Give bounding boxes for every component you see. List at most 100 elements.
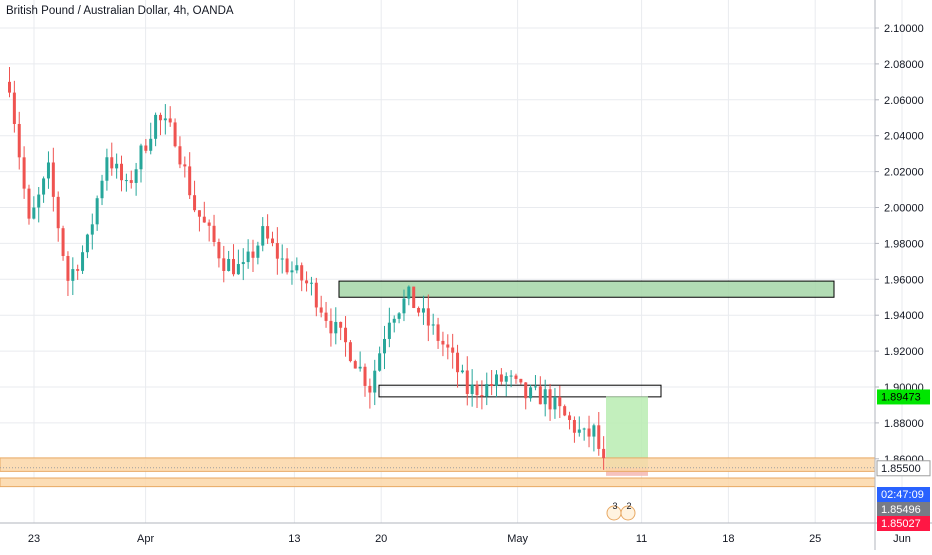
candle-body	[232, 258, 236, 275]
candle-body	[90, 224, 94, 235]
candle-body	[17, 123, 21, 158]
candle-body	[105, 157, 109, 181]
candle-body	[543, 389, 547, 405]
candle-body	[42, 178, 46, 195]
candle-body	[168, 118, 172, 123]
candle-body	[533, 386, 537, 388]
zone-target[interactable]	[606, 396, 648, 468]
candle-body	[436, 324, 440, 341]
candle-body	[183, 164, 187, 167]
candle-body	[329, 320, 333, 334]
candle-body	[129, 180, 133, 183]
candle-body	[431, 324, 435, 326]
x-tick-label: 20	[375, 533, 387, 545]
candle-body	[339, 321, 343, 328]
candle-body	[95, 198, 99, 225]
candle-body	[56, 196, 60, 229]
candle-body	[81, 252, 85, 271]
candle-body	[124, 180, 128, 182]
candle-body	[158, 114, 162, 121]
candle-body	[12, 92, 16, 124]
candle-body	[149, 138, 153, 151]
candle-body	[553, 396, 557, 410]
zone-mid-level[interactable]	[378, 384, 662, 398]
candle-body	[568, 415, 572, 421]
y-tick-label: 2.04000	[884, 131, 924, 143]
candle-body	[66, 255, 70, 281]
candle-body	[270, 238, 274, 244]
x-tick-label: 25	[809, 533, 821, 545]
candle-body	[46, 162, 50, 179]
candle-body	[212, 225, 216, 242]
candle-body	[334, 321, 338, 334]
candle-body	[373, 370, 377, 393]
zone-support-band-upper[interactable]	[0, 457, 876, 472]
candle-body	[344, 327, 348, 343]
candle-body	[300, 265, 304, 281]
candle-body	[378, 353, 382, 371]
x-tick-label: 13	[288, 533, 300, 545]
x-tick-label: Apr	[137, 533, 154, 545]
candle-body	[197, 210, 201, 217]
candle-body	[144, 145, 148, 151]
candle-body	[100, 180, 104, 199]
zone-support-band-lower[interactable]	[0, 477, 876, 488]
candle-body	[480, 395, 484, 397]
x-tick-label: 18	[722, 533, 734, 545]
y-tick-label: 1.94000	[884, 310, 924, 322]
candle-body	[256, 245, 260, 258]
candle-body	[202, 216, 206, 223]
candle-body	[71, 269, 75, 281]
candle-body	[577, 429, 581, 433]
low-price-label: 1.85027	[881, 518, 921, 530]
event-badge-right-circle[interactable]	[620, 505, 636, 521]
candle-body	[451, 347, 455, 353]
candle-body	[178, 146, 182, 165]
candle-body	[363, 366, 367, 386]
candle-body	[426, 308, 430, 326]
candle-body	[470, 384, 474, 394]
candle-body	[246, 251, 250, 263]
candle-body	[295, 265, 299, 271]
candle-body	[280, 258, 284, 260]
candle-body	[163, 118, 167, 121]
candle-body	[602, 448, 606, 459]
candle-body	[421, 308, 425, 313]
candle-body	[519, 378, 523, 383]
candle-body	[115, 163, 119, 169]
candle-body	[37, 194, 41, 208]
candle-body	[236, 264, 240, 275]
event-badge-left: 3	[612, 501, 617, 511]
candle-body	[499, 374, 503, 382]
candle-body	[382, 338, 386, 354]
candle-body	[285, 258, 289, 273]
current-price-label-bg	[877, 389, 930, 405]
candle-body	[120, 163, 124, 181]
candle-body	[154, 114, 158, 139]
candle-body	[417, 307, 421, 313]
candle-body	[261, 226, 265, 246]
candle-body	[110, 157, 114, 169]
countdown-label: 02:47:09	[881, 489, 924, 501]
y-tick-label: 2.02000	[884, 167, 924, 179]
candle-body	[22, 157, 26, 189]
candle-body	[597, 425, 601, 449]
candle-body	[305, 280, 309, 284]
candle-body	[85, 234, 89, 253]
candle-body	[314, 282, 318, 308]
candle-body	[61, 228, 65, 256]
candle-body	[563, 406, 567, 416]
zone-resistance[interactable]	[338, 280, 835, 298]
candle-body	[319, 307, 323, 313]
candle-body	[475, 384, 479, 396]
symbol-title[interactable]: British Pound / Australian Dollar, 4h, O…	[6, 5, 234, 17]
candle-body	[456, 352, 460, 373]
candle-body	[504, 376, 508, 382]
candle-body	[188, 166, 192, 196]
candle-body	[193, 195, 197, 211]
candle-body	[485, 384, 489, 397]
candle-body	[32, 207, 36, 219]
candle-body	[275, 243, 279, 259]
